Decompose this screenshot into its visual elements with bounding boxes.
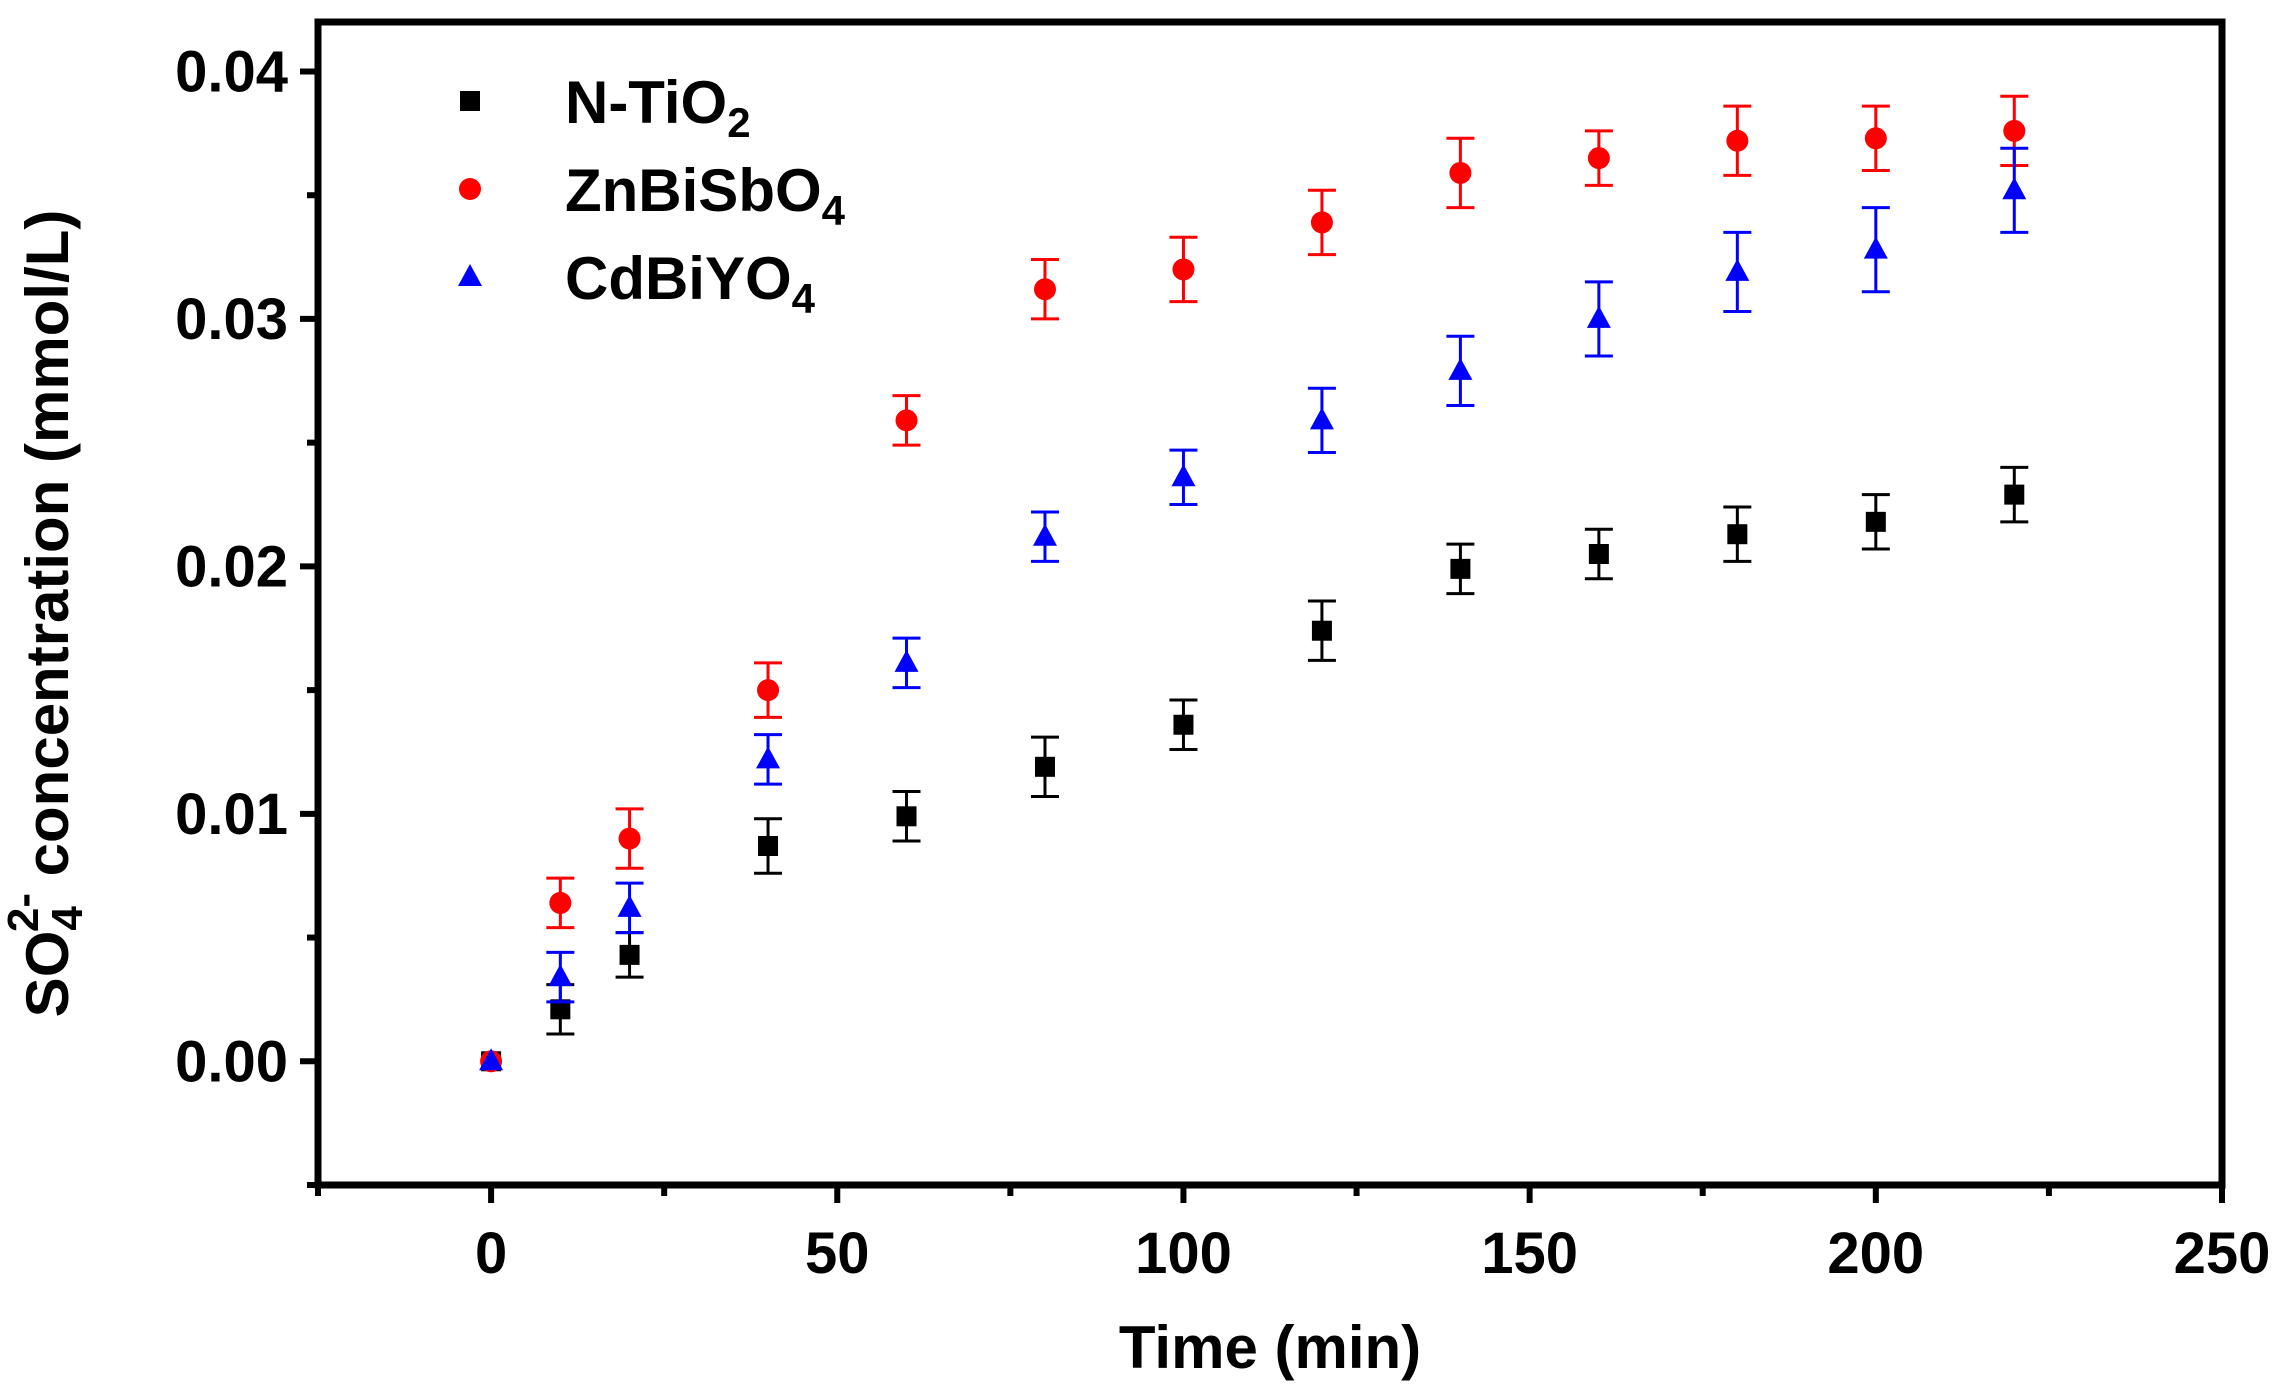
data-point <box>1726 129 1749 152</box>
x-tick-label: 100 <box>1135 1221 1232 1286</box>
plot-frame <box>314 18 2226 1189</box>
y-tick-label: 0.01 <box>175 782 288 847</box>
data-point <box>894 649 919 672</box>
data-point <box>1310 211 1333 234</box>
plot-area <box>479 94 2029 1073</box>
data-point <box>1450 558 1471 579</box>
x-tick-label: 150 <box>1481 1221 1578 1286</box>
data-point <box>550 999 571 1020</box>
y-tick-label: 0.02 <box>175 534 288 599</box>
data-point <box>895 409 918 432</box>
data-point <box>1311 620 1332 641</box>
series-N-TiO2 <box>481 465 2029 1072</box>
axes: 0 50 100 150 200 250 0.00 0.01 0.02 0.03 0.04 <box>175 18 2271 1286</box>
data-point <box>1309 407 1334 430</box>
axis-titles: Time (min) SO42- concentration (mmol/L) <box>0 210 1421 1381</box>
legend-entry: N-TiO2 <box>460 69 751 146</box>
legend-entry: ZnBiSbO4 <box>459 157 846 234</box>
x-tick-label: 200 <box>1827 1221 1924 1286</box>
data-point <box>1172 258 1195 281</box>
data-point <box>758 835 779 856</box>
data-point <box>479 1048 504 1071</box>
data-point <box>1864 127 1887 150</box>
data-point <box>2004 484 2025 505</box>
y-tick-label: 0.00 <box>175 1029 288 1094</box>
data-point <box>757 679 780 702</box>
data-point <box>1865 511 1886 532</box>
y-tick-label: 0.04 <box>175 39 288 104</box>
series-ZnBiSbO4 <box>480 94 2029 1073</box>
data-point <box>1173 714 1194 735</box>
legend-marker <box>459 178 481 200</box>
x-tick-label: 250 <box>2174 1221 2271 1286</box>
x-tick-label: 50 <box>805 1221 870 1286</box>
y-axis-title-subscript: 4 <box>43 906 92 931</box>
x-axis-title: Time (min) <box>1119 1314 1421 1381</box>
data-point <box>1032 523 1057 546</box>
legend-label: CdBiYO4 <box>565 245 816 322</box>
data-point <box>1448 357 1473 380</box>
y-axis-title-suffix: concentration (mmol/L) <box>14 210 81 893</box>
data-point <box>2002 177 2027 200</box>
x-tick-label: 0 <box>475 1221 507 1286</box>
data-point <box>1725 258 1750 281</box>
data-point <box>756 746 781 769</box>
data-point <box>1033 278 1056 301</box>
data-point <box>1034 756 1055 777</box>
data-point <box>618 827 641 850</box>
legend-entry: CdBiYO4 <box>458 245 816 322</box>
y-axis-title-superscript: 2- <box>0 893 48 932</box>
y-axis-title: SO42- concentration (mmol/L) <box>0 210 92 1018</box>
data-point <box>1863 236 1888 259</box>
data-point <box>2003 119 2026 142</box>
data-point <box>1171 464 1196 487</box>
data-point <box>617 894 642 917</box>
data-point <box>549 891 572 914</box>
data-point <box>1586 305 1611 328</box>
legend-label: N-TiO2 <box>565 69 751 146</box>
data-point <box>1727 524 1748 545</box>
legend: N-TiO2 ZnBiSbO4 CdBiYO4 <box>458 69 846 322</box>
legend-marker <box>458 264 482 286</box>
series-CdBiYO4 <box>479 146 2029 1071</box>
legend-label: ZnBiSbO4 <box>565 157 846 234</box>
y-axis-title-prefix: SO <box>14 931 81 1018</box>
data-point <box>548 964 573 987</box>
legend-marker <box>460 91 480 111</box>
data-point <box>896 806 917 827</box>
data-point <box>1587 147 1610 170</box>
y-tick-label: 0.03 <box>175 287 288 352</box>
data-point <box>619 944 640 965</box>
data-point <box>1449 161 1472 184</box>
data-point <box>1588 544 1609 565</box>
